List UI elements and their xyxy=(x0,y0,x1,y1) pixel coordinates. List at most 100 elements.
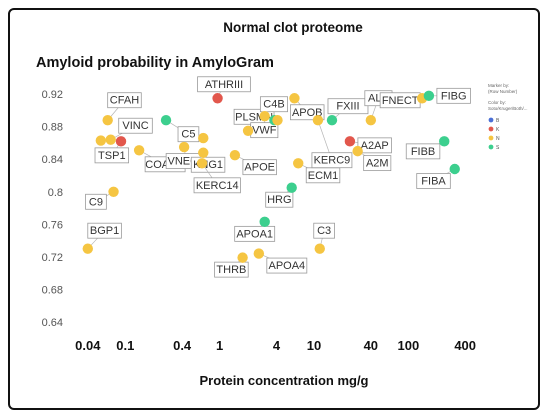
data-point[interactable] xyxy=(259,216,270,228)
legend-swatch xyxy=(488,144,494,150)
data-point[interactable] xyxy=(289,93,300,104)
data-point[interactable] xyxy=(365,115,377,126)
point-label: FIBG xyxy=(441,90,467,102)
data-point[interactable] xyxy=(242,125,254,136)
data-point[interactable] xyxy=(423,90,435,102)
x-tick-label: 40 xyxy=(364,338,378,353)
point-label: APOB xyxy=(292,107,323,119)
data-point[interactable] xyxy=(196,158,208,169)
point-label-box xyxy=(265,191,294,208)
data-point[interactable] xyxy=(439,136,450,147)
point-label-box xyxy=(311,152,353,169)
data-point[interactable] xyxy=(449,163,460,175)
data-point[interactable] xyxy=(115,136,127,147)
y-tick-label: 0.8 xyxy=(48,187,63,199)
x-tick-label: 0.04 xyxy=(75,338,101,353)
point-label: TSP1 xyxy=(98,150,126,162)
data-point[interactable] xyxy=(253,248,265,259)
legend-swatch xyxy=(488,135,494,141)
point-label: HRG xyxy=(267,194,291,206)
legend-entry-label: K xyxy=(496,127,500,133)
data-point[interactable] xyxy=(95,135,107,146)
data-point[interactable] xyxy=(272,115,283,126)
point-label: KERC9 xyxy=(314,155,351,167)
y-tick-label: 0.68 xyxy=(42,284,63,296)
data-point[interactable] xyxy=(326,115,338,126)
data-point[interactable] xyxy=(212,93,223,104)
data-point[interactable] xyxy=(198,147,209,158)
x-tick-label: 0.4 xyxy=(173,338,192,353)
data-point[interactable] xyxy=(237,252,248,263)
data-point[interactable] xyxy=(198,132,209,144)
legend-marker-by-label: Marker by: xyxy=(488,83,509,88)
data-point[interactable] xyxy=(344,136,356,147)
y-tick-label: 0.92 xyxy=(42,89,63,101)
legend-swatch xyxy=(488,117,494,123)
data-point[interactable] xyxy=(259,110,270,122)
x-axis-title: Protein concentration mg/g xyxy=(199,373,368,388)
point-label: CFAH xyxy=(110,95,139,107)
data-point[interactable] xyxy=(105,134,116,145)
point-label: BGP1 xyxy=(90,225,119,237)
point-label-box xyxy=(242,159,277,176)
point-label-box xyxy=(177,126,200,143)
point-label-box xyxy=(197,76,251,93)
point-label: FXIII xyxy=(336,101,359,113)
data-point[interactable] xyxy=(102,115,113,126)
point-label-box xyxy=(357,137,392,154)
point-label-box xyxy=(94,147,130,164)
point-label: C4B xyxy=(263,99,284,111)
legend-swatch xyxy=(488,126,494,132)
point-label: APOA1 xyxy=(236,228,273,240)
x-tick-label: 100 xyxy=(398,338,420,353)
chart-title: Normal clot proteome xyxy=(223,20,363,35)
point-labels: BGP1VINCCFAHTSP1C9COAGVC5VNECTKNG1KERC14… xyxy=(85,76,471,278)
x-tick-label: 400 xyxy=(454,338,476,353)
x-tick-label: 0.1 xyxy=(116,338,134,353)
data-point[interactable] xyxy=(160,115,172,126)
y-tick-label: 0.88 xyxy=(42,122,63,134)
point-label-box xyxy=(266,257,308,274)
point-label-box xyxy=(416,173,451,189)
data-point[interactable] xyxy=(178,141,190,153)
legend-entry-label: B xyxy=(496,118,500,124)
x-axis-ticks: 0.04 0.1 0.4 1 4 10 40 100 400 xyxy=(75,338,476,353)
point-label: FIBA xyxy=(421,176,446,188)
data-point[interactable] xyxy=(229,149,241,161)
data-point[interactable] xyxy=(82,243,93,254)
data-point[interactable] xyxy=(312,115,324,126)
point-label: C3 xyxy=(317,225,331,237)
data-point[interactable] xyxy=(314,243,325,254)
point-label-box xyxy=(193,177,241,194)
chart-subtitle: Amyloid probability in AmyloGram xyxy=(36,55,274,71)
point-label-box xyxy=(214,261,249,278)
x-tick-label: 4 xyxy=(273,338,281,353)
point-label-box xyxy=(313,222,335,239)
y-tick-label: 0.64 xyxy=(42,317,63,329)
data-point[interactable] xyxy=(293,158,304,169)
data-point[interactable] xyxy=(286,182,297,193)
point-label-box xyxy=(259,96,288,113)
point-label-box xyxy=(118,117,153,134)
point-label: ECM1 xyxy=(308,170,339,182)
point-label-box xyxy=(436,87,471,104)
data-point[interactable] xyxy=(352,145,363,157)
point-label-box xyxy=(327,98,369,115)
point-label: THRB xyxy=(216,264,246,276)
legend-entry-label: S xyxy=(496,145,500,151)
point-label: FIBB xyxy=(411,146,435,158)
point-label-box xyxy=(85,193,107,210)
data-point[interactable] xyxy=(133,145,145,156)
data-point[interactable] xyxy=(108,186,119,197)
point-label-box xyxy=(234,225,276,242)
point-label-box xyxy=(405,143,441,160)
y-tick-label: 0.84 xyxy=(42,154,63,166)
legend-color-by-value: Soto/Kruger/Both/... xyxy=(488,106,528,111)
y-tick-label: 0.76 xyxy=(42,219,63,231)
x-tick-label: 1 xyxy=(216,338,223,353)
point-label: C5 xyxy=(181,129,195,141)
point-label: ATHRIII xyxy=(205,79,243,91)
point-label: VWF xyxy=(252,125,277,137)
point-label: FNECT xyxy=(382,95,419,107)
